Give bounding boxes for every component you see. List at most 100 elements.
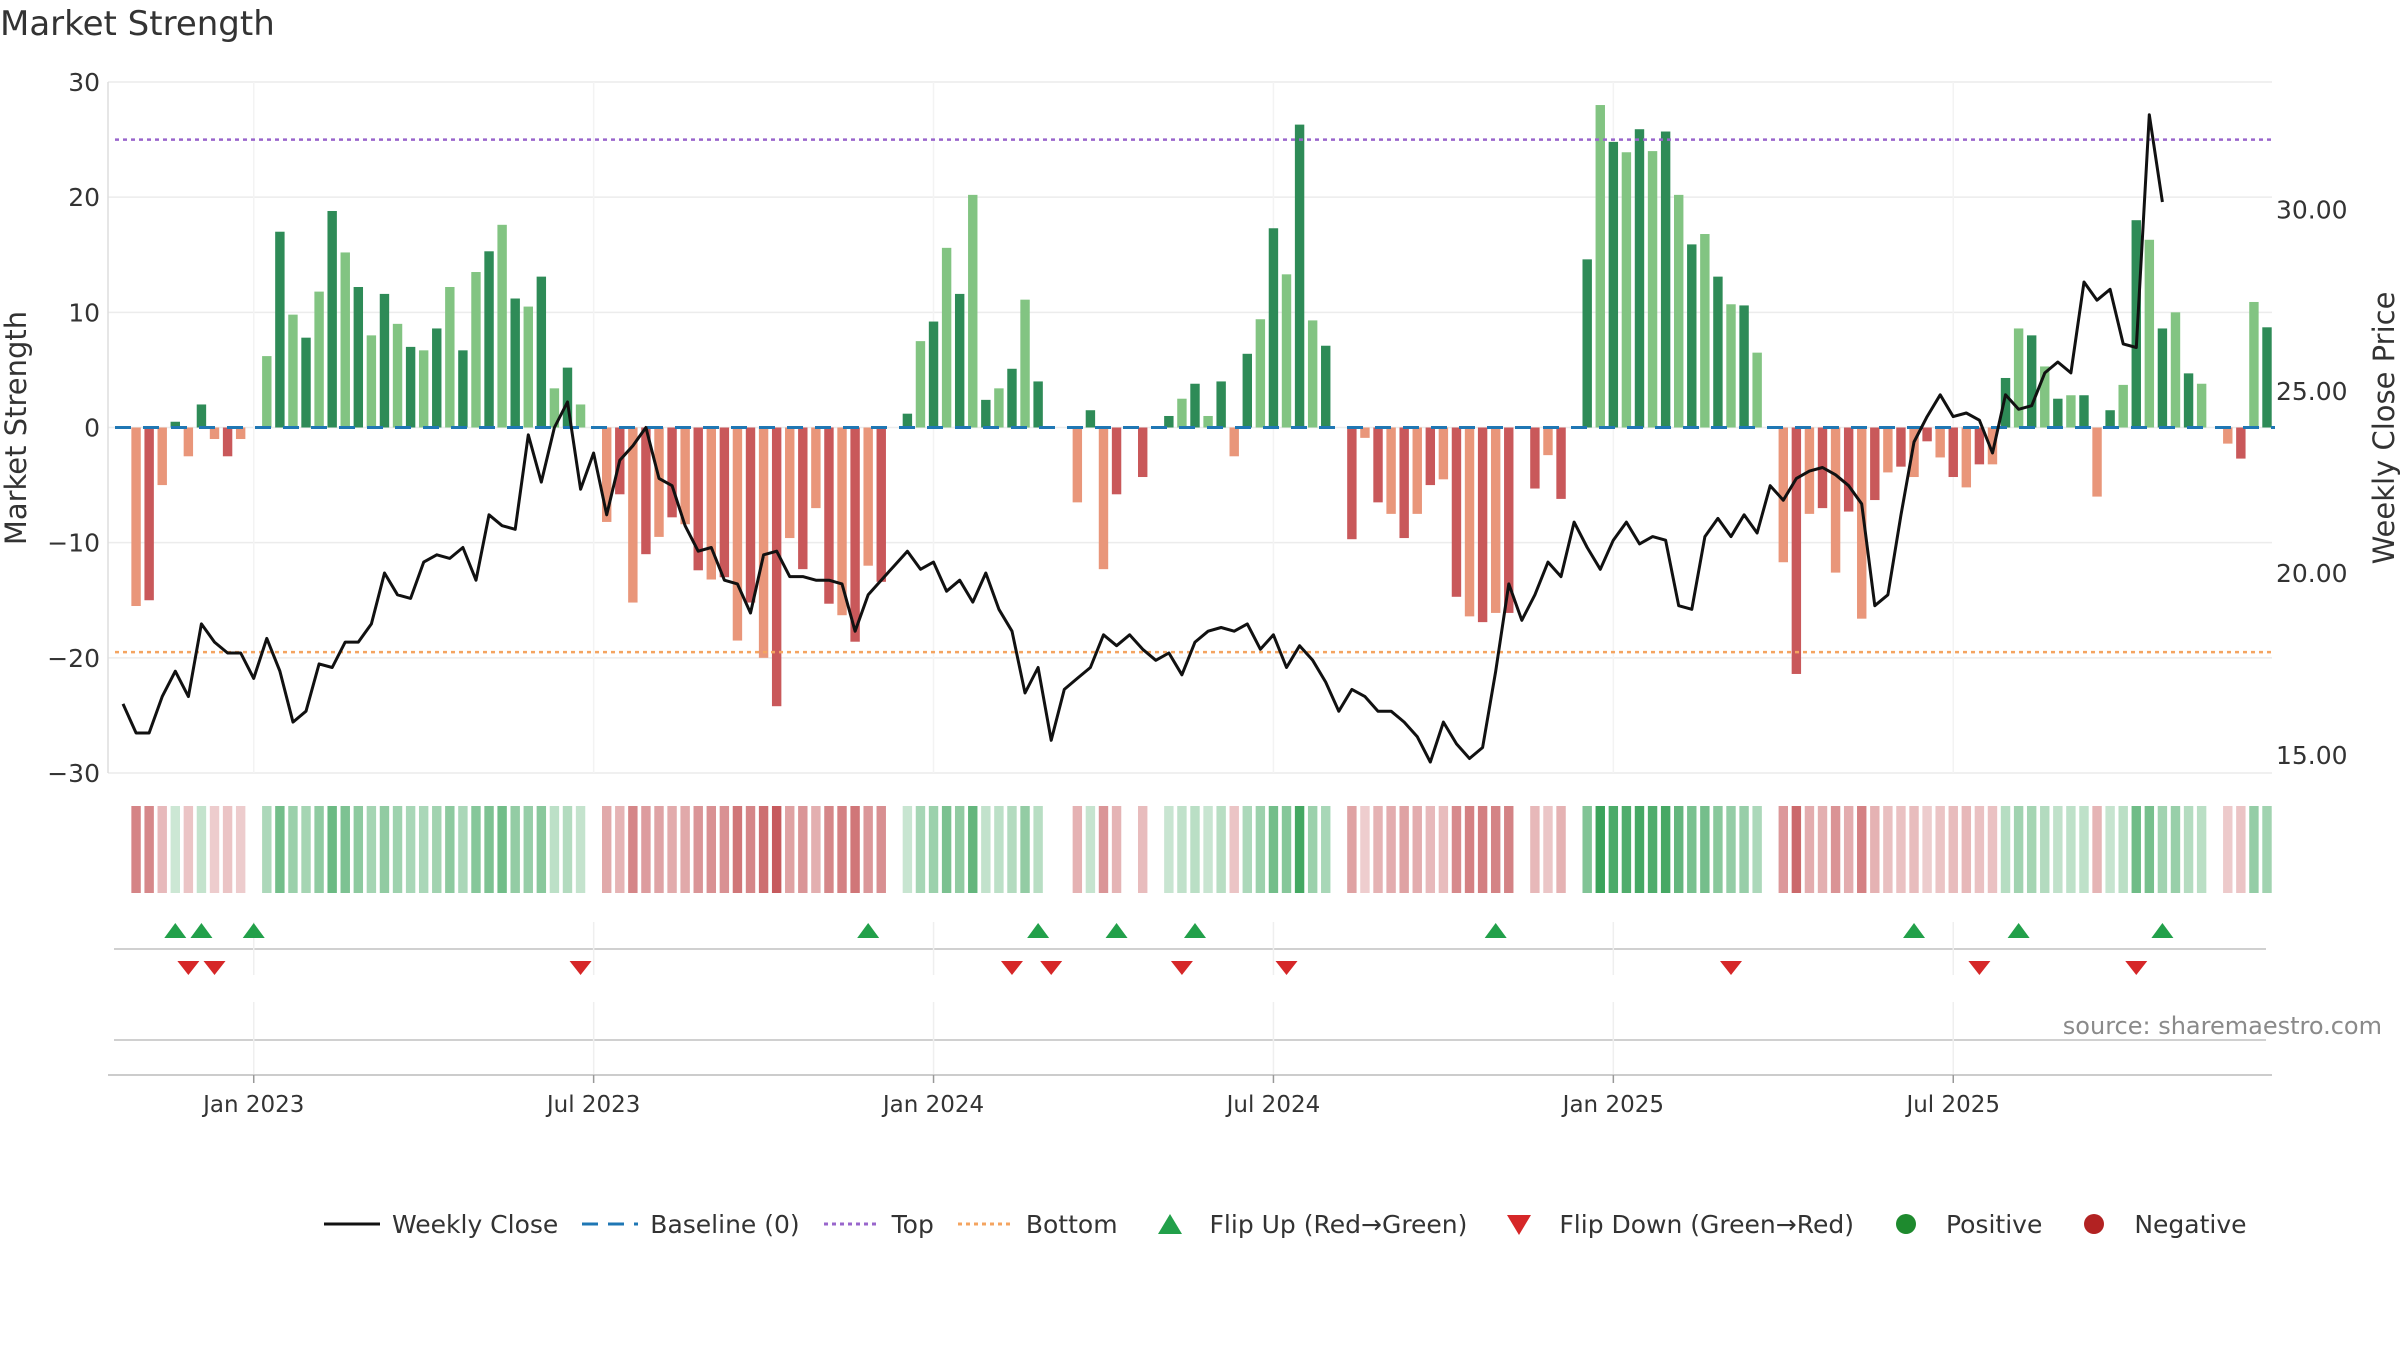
heat-strip-cell (275, 806, 285, 893)
heat-strip-cell (314, 806, 324, 893)
strength-bar (1294, 124, 1305, 428)
flip-down-marker (2125, 961, 2148, 975)
strength-bar (1726, 304, 1736, 428)
legend-item-top[interactable]: Top (822, 1209, 934, 1239)
heat-strip-cell (2105, 806, 2115, 893)
heat-strip-cell (1033, 806, 1043, 893)
heat-strip-cell (1634, 806, 1645, 893)
strength-bar (654, 427, 664, 537)
strength-bar (235, 427, 246, 440)
strength-bar (484, 251, 494, 428)
strength-bar (209, 427, 220, 440)
heat-strip-cell (1556, 806, 1566, 893)
heat-strip-cell (680, 806, 690, 893)
heat-strip-cell (366, 806, 377, 893)
heat-strip-cell (432, 806, 442, 893)
heat-strip-cell (1987, 806, 1998, 893)
strength-bar (745, 427, 756, 603)
strength-bar (876, 427, 886, 582)
heat-strip-cell (2144, 806, 2155, 893)
strength-bar (1700, 234, 1710, 428)
strength-bar (340, 252, 350, 428)
heat-strip-cell (523, 806, 533, 893)
heat-strip-cell (575, 806, 586, 893)
strength-bar (2092, 427, 2102, 497)
strength-bar (1438, 427, 1449, 480)
strength-bar (1164, 415, 1174, 428)
heat-strip-cell (170, 806, 180, 893)
heat-strip-cell (1935, 806, 1945, 893)
strength-bar (1843, 427, 1854, 512)
legend-item-negative[interactable]: Negative (2064, 1209, 2247, 1239)
strength-bar (1177, 398, 1187, 428)
legend-line-icon (322, 1209, 382, 1239)
heat-strip-cell (850, 806, 860, 893)
y-tick-label: 30 (68, 68, 100, 97)
heat-strip-cell (1007, 806, 1017, 893)
heat-strip-cell (2026, 806, 2037, 893)
strength-bar (954, 293, 965, 428)
strength-bar (1791, 427, 1802, 674)
heat-strip-cell (1726, 806, 1736, 893)
heat-strip-cell (785, 806, 795, 893)
heat-strip-cell (2262, 806, 2272, 893)
heat-strip-cell (1909, 806, 1919, 893)
legend-label: Bottom (1025, 1209, 1118, 1239)
flip-up-marker (1027, 923, 1050, 938)
strength-bar (170, 421, 180, 428)
legend-item-flip-down[interactable]: Flip Down (Green→Red) (1489, 1209, 1854, 1239)
strength-bar (1072, 427, 1083, 503)
legend-item-weekly-close[interactable]: Weekly Close (322, 1209, 558, 1239)
strength-bar (222, 427, 233, 457)
strength-bar (1543, 427, 1553, 456)
strength-bar (2249, 301, 2259, 428)
strength-bar (1321, 345, 1331, 428)
heat-strip-cell (968, 806, 978, 893)
heat-strip-cell (288, 806, 298, 893)
strength-bar (1098, 427, 1109, 570)
strength-bar (2144, 239, 2155, 428)
y2-tick-label: 30.00 (2276, 195, 2348, 224)
heat-strip-cell (1543, 806, 1553, 893)
heat-strip-cell (758, 806, 769, 893)
strength-bar (523, 306, 533, 428)
heat-strip-cell (2092, 806, 2102, 893)
strength-bar (928, 321, 939, 428)
heat-strip-cell (876, 806, 886, 893)
heat-strip-cell (418, 806, 429, 893)
heat-strip-cell (235, 806, 246, 893)
legend-item-bottom[interactable]: Bottom (956, 1209, 1118, 1239)
strength-bar (1360, 427, 1370, 438)
x-tick-label: Jan 2024 (881, 1092, 984, 1118)
legend-item-positive[interactable]: Positive (1876, 1209, 2042, 1239)
strength-bar (2118, 384, 2128, 428)
strength-bar (2013, 328, 2024, 428)
heat-strip-cell (1687, 806, 1697, 893)
strength-bar (1451, 427, 1462, 597)
y-tick-label: −30 (47, 759, 100, 788)
heat-strip-cell (2079, 806, 2089, 893)
heat-strip-cell (1412, 806, 1422, 893)
heat-strip-cell (1870, 806, 1880, 893)
heat-strip-cell (1713, 806, 1723, 893)
strength-bar (1752, 352, 1762, 428)
strength-bar (1477, 427, 1488, 623)
legend-item-flip-up[interactable]: Flip Up (Red→Green) (1140, 1209, 1467, 1239)
heat-strip-cell (1281, 806, 1292, 893)
heat-strip-cell (1621, 806, 1632, 893)
strength-bar (824, 427, 834, 604)
flip-down-marker (1720, 961, 1742, 975)
strength-bar (1229, 427, 1239, 457)
flip-down-marker (569, 961, 592, 975)
flip-up-marker (164, 923, 187, 938)
heat-strip-cell (915, 806, 926, 893)
heat-strip-cell (1360, 806, 1370, 893)
strength-bar (1883, 427, 1893, 473)
legend-item-baseline[interactable]: Baseline (0) (580, 1209, 800, 1239)
flip-down-marker (1170, 961, 1193, 975)
legend-label: Baseline (0) (650, 1209, 800, 1239)
legend-dashed-line-icon (580, 1209, 640, 1239)
triangle-down-icon (1489, 1209, 1549, 1239)
strength-bar (144, 427, 154, 601)
